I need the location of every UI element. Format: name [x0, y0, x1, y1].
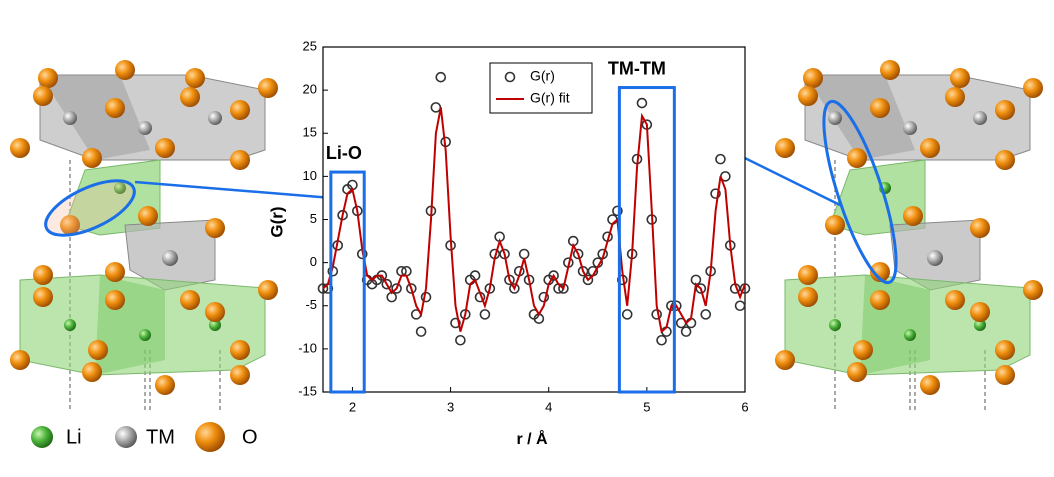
x-tick-label: 3	[447, 399, 454, 414]
x-tick-label: 6	[741, 399, 748, 414]
y-tick-label: -10	[298, 340, 317, 355]
data-point	[435, 71, 447, 83]
y-axis-label: G(r)	[267, 206, 286, 237]
legend-text: G(r) fit	[530, 90, 570, 106]
data-point	[582, 274, 594, 286]
data-point	[450, 317, 461, 329]
data-point	[381, 278, 393, 290]
data-point	[317, 283, 329, 294]
legend-atom	[31, 426, 53, 448]
data-point	[509, 283, 520, 294]
legend-text: G(r)	[530, 68, 555, 84]
y-tick-label: 10	[303, 168, 317, 183]
data-point	[612, 205, 623, 217]
legend-text: TM	[146, 426, 175, 448]
data-point	[656, 334, 667, 346]
x-tick-label: 2	[349, 399, 356, 414]
legend-marker	[504, 71, 516, 83]
data-point	[700, 309, 712, 320]
legend-box	[489, 62, 593, 114]
x-axis-label: r / Å	[516, 429, 548, 448]
data-point	[455, 334, 466, 346]
y-tick-label: 20	[303, 82, 317, 97]
data-point	[739, 283, 751, 294]
y-tick-label: -5	[305, 297, 317, 312]
data-point	[680, 326, 692, 337]
data-point	[695, 283, 707, 294]
x-tick-label: 4	[545, 399, 552, 414]
highlight-box	[617, 86, 676, 394]
data-point	[577, 265, 589, 277]
x-tick-label: 5	[643, 399, 650, 414]
y-tick-label: 0	[310, 254, 317, 269]
y-tick-label: 15	[303, 125, 317, 140]
data-point	[572, 248, 584, 260]
data-point	[734, 300, 746, 312]
highlight-box	[329, 170, 366, 394]
data-point	[406, 283, 417, 294]
highlight-ellipse	[822, 99, 898, 285]
connector	[134, 180, 333, 200]
legend-atom	[115, 426, 137, 448]
legend-text: O	[242, 426, 258, 448]
y-tick-label: -15	[298, 383, 317, 398]
data-point	[710, 188, 721, 199]
legend-atom	[195, 422, 225, 452]
data-point	[636, 97, 648, 109]
data-point	[548, 270, 559, 281]
data-point	[715, 153, 726, 165]
legend-text: Li	[66, 426, 82, 448]
data-point	[621, 309, 633, 320]
crystal-structure-right	[774, 59, 1044, 411]
y-tick-label: 5	[310, 211, 317, 226]
annotation: Li-O	[326, 143, 362, 163]
data-point	[479, 309, 491, 320]
highlight-ellipse	[44, 179, 136, 237]
data-point	[391, 283, 402, 294]
y-tick-label: 25	[303, 38, 317, 53]
data-point	[415, 326, 427, 337]
annotation: TM-TM	[608, 58, 666, 78]
crystal-structure-left	[9, 59, 279, 411]
